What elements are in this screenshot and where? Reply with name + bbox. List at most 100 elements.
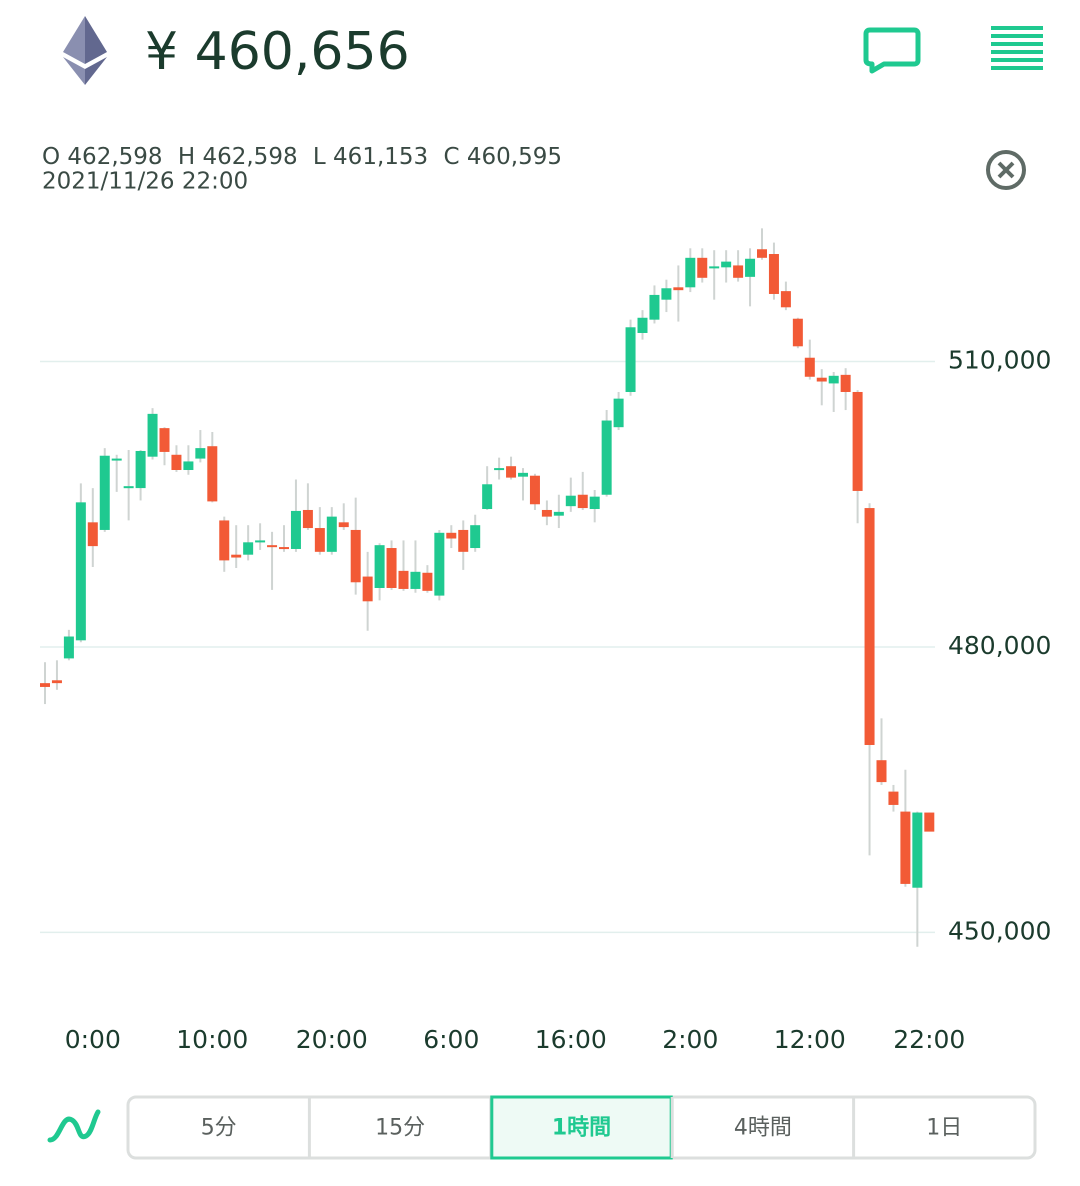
candle-body <box>422 572 433 591</box>
candle-body <box>697 257 708 278</box>
timeframe-tab[interactable]: 15分 <box>375 1116 425 1141</box>
timeframe-tab[interactable]: 1時間 <box>490 1095 673 1160</box>
candle-body <box>637 317 648 333</box>
candle-body <box>135 450 146 489</box>
candle-body <box>864 508 875 745</box>
x-tick-label: 16:00 <box>535 1025 607 1054</box>
x-tick-label: 12:00 <box>774 1025 846 1054</box>
candle-body <box>470 525 481 549</box>
candle-body <box>494 468 505 471</box>
ohlc-key: O <box>42 144 60 170</box>
ohlc-key: H <box>178 144 195 170</box>
y-tick-label: 510,000 <box>948 346 1051 375</box>
candle-body <box>147 413 158 457</box>
candle-body <box>362 576 373 602</box>
candle-body <box>446 532 457 539</box>
chat-button[interactable] <box>863 27 921 74</box>
close-button[interactable] <box>986 150 1026 190</box>
candle-body <box>613 398 624 428</box>
candle-body <box>195 448 206 459</box>
candle-body <box>768 254 779 294</box>
candle-body <box>924 812 935 832</box>
candle-body <box>757 249 767 258</box>
candle-body <box>458 529 469 552</box>
datetime: 2021/11/26 22:00 <box>42 169 248 195</box>
candle-body <box>912 812 923 888</box>
candle-body <box>267 545 278 548</box>
candle-body <box>302 509 313 529</box>
eth-logo <box>63 16 107 85</box>
candle-body <box>589 496 600 510</box>
candle-body <box>553 511 564 516</box>
tab-label[interactable]: 15分 <box>375 1116 425 1141</box>
x-tick-label: 20:00 <box>296 1025 368 1054</box>
candle-body <box>577 494 588 509</box>
candle-body <box>326 516 337 552</box>
candle-body <box>529 475 540 505</box>
candle-body <box>87 522 98 547</box>
candle-body <box>840 374 851 392</box>
ohlc-key: C <box>443 144 459 170</box>
candle-body <box>99 455 110 530</box>
price: ¥ 460,656 <box>145 22 410 82</box>
tab-label[interactable]: 4時間 <box>734 1116 792 1141</box>
candle-body <box>565 495 576 507</box>
candle-body <box>111 458 122 461</box>
ohlc: O 462,598 H 462,598 L 461,153 C 460,595 <box>42 144 562 170</box>
candle-body <box>876 760 887 783</box>
candle-body <box>482 484 493 510</box>
timeframe-tab[interactable]: 1日 <box>926 1116 962 1141</box>
candle-body <box>649 294 660 320</box>
candle-body <box>350 529 361 583</box>
candle-body <box>601 420 612 495</box>
candle-body <box>541 509 552 517</box>
candle-body <box>852 391 863 491</box>
timeframe-tabs: 5分 15分 1時間 4時間 1日 <box>126 1095 1037 1160</box>
candle-body <box>183 461 194 471</box>
candle-body <box>338 522 349 528</box>
candle-body <box>518 472 528 477</box>
candle-body <box>40 683 50 687</box>
ohlc-value: 462,598 <box>67 144 162 170</box>
candle-body <box>721 261 732 268</box>
tab-label[interactable]: 1日 <box>926 1116 962 1141</box>
candle-body <box>661 288 672 300</box>
candle-body <box>207 446 218 502</box>
candle-body <box>374 545 385 588</box>
tab-label[interactable]: 5分 <box>201 1116 237 1141</box>
tab-selected <box>490 1095 673 1160</box>
candle-body <box>410 571 421 589</box>
candle-body <box>75 502 86 641</box>
candle-body <box>159 428 170 452</box>
x-tick-label: 6:00 <box>423 1025 479 1054</box>
candle-body <box>243 542 254 555</box>
tab-label[interactable]: 1時間 <box>552 1116 611 1141</box>
plot: 450,000 480,000 510,000 0:00 10:00 20:00 6:00 1… <box>40 228 1051 1054</box>
line-chart-toggle[interactable] <box>47 1109 101 1143</box>
candle-body <box>63 636 74 659</box>
menu-button[interactable] <box>991 26 1043 70</box>
timeframe-tab[interactable]: 5分 <box>201 1116 237 1141</box>
candle-body <box>685 257 696 288</box>
candle-body <box>434 532 445 596</box>
y-tick-label: 480,000 <box>948 631 1051 660</box>
candle-body <box>398 570 409 589</box>
candle-body <box>219 520 230 561</box>
candle-body <box>828 375 839 384</box>
ohlc-value: 462,598 <box>202 144 297 170</box>
candle-body <box>255 540 266 543</box>
timeframe-tab[interactable]: 4時間 <box>734 1116 792 1141</box>
candle-body <box>709 266 720 269</box>
candle-body <box>123 486 134 489</box>
ohlc-value: 461,153 <box>333 144 428 170</box>
x-tick-label: 0:00 <box>65 1025 121 1054</box>
candle-body <box>804 357 815 377</box>
y-tick-label: 450,000 <box>948 916 1051 945</box>
candle-body <box>900 811 911 884</box>
x-tick-label: 10:00 <box>176 1025 248 1054</box>
candle-body <box>314 528 325 552</box>
ohlc-key: L <box>313 144 326 170</box>
candle-body <box>279 547 289 550</box>
candle-body <box>792 318 803 347</box>
